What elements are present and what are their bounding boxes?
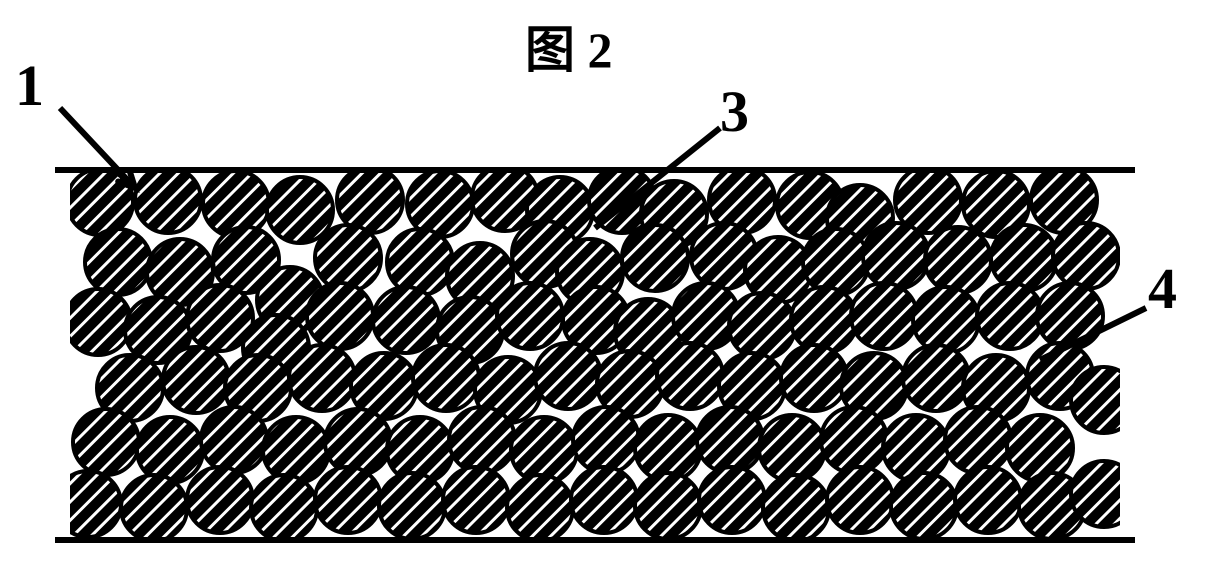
particle [497, 283, 563, 349]
particle [622, 225, 688, 291]
particle [903, 345, 969, 411]
particle [991, 225, 1057, 291]
particle [289, 345, 355, 411]
particle [759, 415, 825, 481]
particle [379, 473, 445, 539]
callout-label-3: 3 [720, 78, 749, 145]
particle [863, 223, 929, 289]
particle [449, 407, 515, 473]
particle [573, 407, 639, 473]
particle [85, 229, 151, 295]
particle [699, 467, 765, 533]
particle [201, 407, 267, 473]
particle [65, 289, 131, 355]
particle [307, 283, 373, 349]
particle [821, 407, 887, 473]
particle [315, 467, 381, 533]
particle [315, 225, 381, 291]
particle [535, 343, 601, 409]
particle [407, 171, 473, 237]
particle [763, 475, 829, 541]
particle [267, 177, 333, 243]
particle [945, 407, 1011, 473]
callout-label-1: 1 [15, 52, 44, 119]
particle [413, 345, 479, 411]
particle [163, 347, 229, 413]
particle [1037, 283, 1103, 349]
particle [121, 475, 187, 541]
particle [827, 467, 893, 533]
particle [1007, 415, 1073, 481]
particle [251, 475, 317, 541]
particle [187, 467, 253, 533]
particle [137, 417, 203, 483]
particle [373, 287, 439, 353]
particle [1053, 223, 1119, 289]
particle [955, 467, 1021, 533]
particle-bed [55, 165, 1137, 541]
particle [781, 345, 847, 411]
particle [891, 473, 957, 539]
particle [729, 293, 795, 359]
particle [263, 417, 329, 483]
particle [325, 409, 391, 475]
particle [571, 467, 637, 533]
particle [443, 467, 509, 533]
particle [977, 283, 1043, 349]
particle [73, 409, 139, 475]
particle [387, 229, 453, 295]
particle [697, 407, 763, 473]
particle [791, 287, 857, 353]
particle [851, 283, 917, 349]
particle [883, 415, 949, 481]
particle [511, 417, 577, 483]
callout-label-4: 4 [1148, 255, 1177, 322]
particle [925, 227, 991, 293]
particle [635, 473, 701, 539]
figure-title: 图 2 [525, 10, 613, 82]
particle [913, 287, 979, 353]
particle [657, 343, 723, 409]
particle [135, 167, 201, 233]
particle [507, 475, 573, 541]
particle [803, 229, 869, 295]
